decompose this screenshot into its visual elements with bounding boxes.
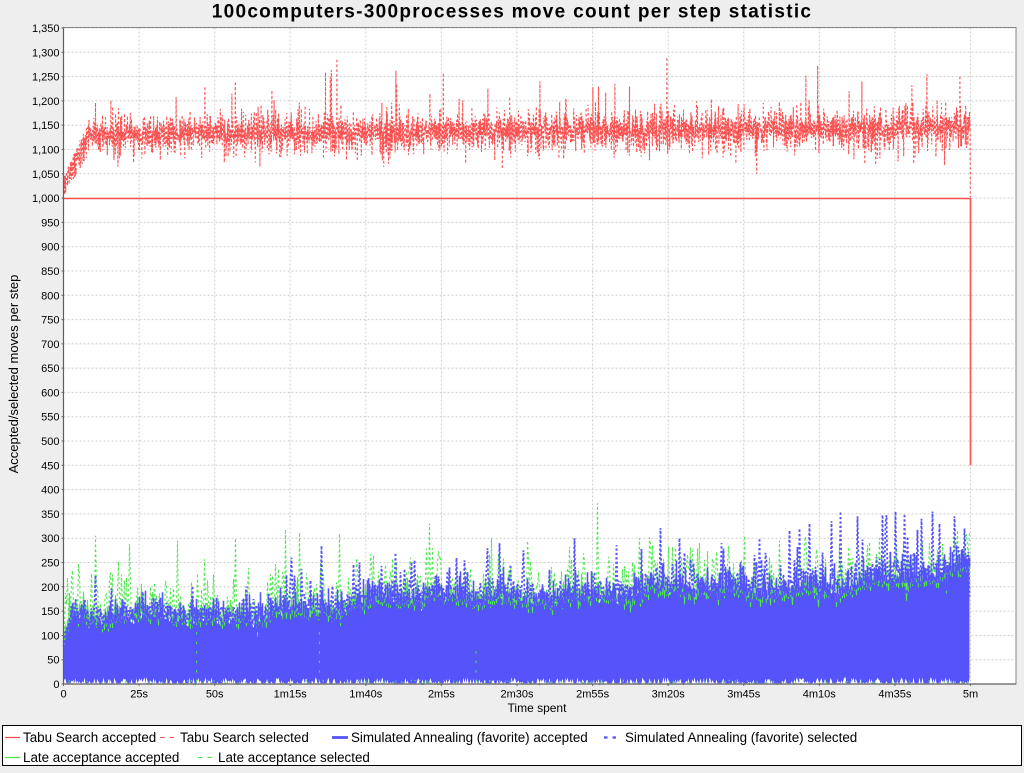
- svg-text:1,300: 1,300: [32, 47, 60, 59]
- svg-text:4m10s: 4m10s: [803, 689, 837, 701]
- svg-text:950: 950: [41, 217, 59, 229]
- svg-text:350: 350: [41, 509, 59, 521]
- svg-text:Time spent: Time spent: [508, 701, 568, 715]
- svg-text:1,150: 1,150: [32, 120, 60, 132]
- svg-text:Accepted/selected moves per st: Accepted/selected moves per step: [6, 275, 21, 474]
- svg-text:1,250: 1,250: [32, 72, 60, 84]
- svg-text:1,350: 1,350: [32, 23, 60, 35]
- svg-text:2m55s: 2m55s: [576, 689, 610, 701]
- svg-text:4m35s: 4m35s: [878, 689, 912, 701]
- svg-text:0: 0: [53, 679, 59, 691]
- svg-text:1m40s: 1m40s: [349, 689, 383, 701]
- svg-text:1,000: 1,000: [32, 193, 60, 205]
- svg-text:Late acceptance selected: Late acceptance selected: [218, 750, 370, 765]
- svg-text:250: 250: [41, 558, 59, 570]
- svg-text:25s: 25s: [130, 689, 148, 701]
- svg-text:2m5s: 2m5s: [428, 689, 455, 701]
- svg-text:Simulated Annealing (favorite): Simulated Annealing (favorite) accepted: [351, 730, 588, 745]
- svg-text:400: 400: [41, 485, 59, 497]
- svg-text:300: 300: [41, 533, 59, 545]
- svg-text:3m45s: 3m45s: [727, 689, 761, 701]
- svg-text:500: 500: [41, 436, 59, 448]
- svg-text:200: 200: [41, 582, 59, 594]
- svg-text:100computers-300processes move: 100computers-300processes move count per…: [212, 2, 813, 23]
- svg-text:Tabu Search accepted: Tabu Search accepted: [23, 730, 156, 745]
- svg-text:750: 750: [41, 315, 59, 327]
- svg-text:2m30s: 2m30s: [500, 689, 534, 701]
- svg-text:100: 100: [41, 630, 59, 642]
- svg-text:850: 850: [41, 266, 59, 278]
- svg-text:1,100: 1,100: [32, 145, 60, 157]
- svg-text:3m20s: 3m20s: [652, 689, 686, 701]
- svg-text:650: 650: [41, 363, 59, 375]
- svg-text:Tabu Search selected: Tabu Search selected: [180, 730, 309, 745]
- svg-text:5m: 5m: [963, 689, 978, 701]
- svg-text:1m15s: 1m15s: [274, 689, 308, 701]
- svg-text:600: 600: [41, 387, 59, 399]
- svg-text:Late acceptance accepted: Late acceptance accepted: [23, 750, 179, 765]
- svg-text:150: 150: [41, 606, 59, 618]
- svg-text:550: 550: [41, 412, 59, 424]
- svg-text:1,200: 1,200: [32, 96, 60, 108]
- svg-text:50s: 50s: [206, 689, 224, 701]
- svg-text:700: 700: [41, 339, 59, 351]
- svg-text:900: 900: [41, 242, 59, 254]
- svg-text:800: 800: [41, 290, 59, 302]
- svg-text:1,050: 1,050: [32, 169, 60, 181]
- svg-text:50: 50: [47, 655, 59, 667]
- svg-text:450: 450: [41, 460, 59, 472]
- svg-text:Simulated Annealing (favorite): Simulated Annealing (favorite) selected: [625, 730, 857, 745]
- svg-text:0: 0: [60, 689, 66, 701]
